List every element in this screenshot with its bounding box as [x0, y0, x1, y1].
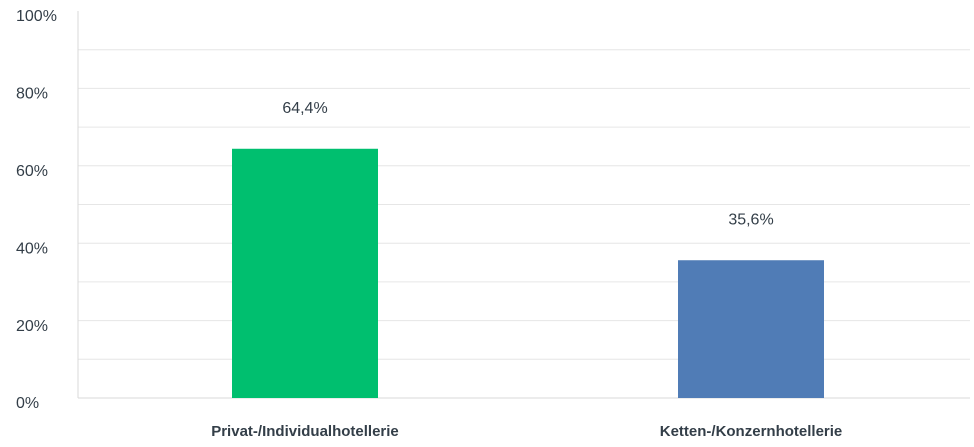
bar: [678, 260, 824, 398]
value-label: 64,4%: [282, 100, 327, 117]
x-tick-label: Ketten-/Konzernhotellerie: [660, 423, 843, 440]
x-tick-label: Privat-/Individualhotellerie: [211, 423, 399, 440]
y-tick-label: 20%: [16, 318, 48, 335]
y-tick-label: 100%: [16, 8, 57, 25]
y-tick-label: 40%: [16, 240, 48, 257]
value-label: 35,6%: [728, 211, 773, 228]
y-tick-label: 60%: [16, 163, 48, 180]
y-tick-label: 80%: [16, 86, 48, 103]
y-tick-label: 0%: [16, 395, 39, 412]
bar: [232, 148, 378, 398]
